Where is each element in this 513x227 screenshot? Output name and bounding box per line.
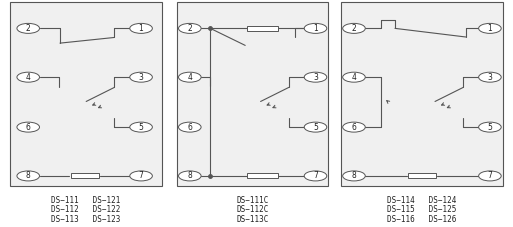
Text: 8: 8 (351, 171, 357, 180)
Circle shape (479, 23, 501, 33)
Text: 8: 8 (26, 171, 31, 180)
Text: 3: 3 (139, 73, 144, 82)
Text: 4: 4 (351, 73, 357, 82)
Text: 1: 1 (487, 24, 492, 33)
Bar (71, 173, 98, 178)
Text: 5: 5 (487, 123, 492, 132)
Circle shape (343, 23, 365, 33)
Circle shape (479, 122, 501, 132)
Text: DS−111C: DS−111C (236, 196, 269, 205)
Text: 5: 5 (313, 123, 318, 132)
Circle shape (479, 72, 501, 82)
Text: DS−115   DS−125: DS−115 DS−125 (387, 205, 457, 215)
Text: 1: 1 (313, 24, 318, 33)
Circle shape (304, 23, 327, 33)
Text: 7: 7 (487, 171, 492, 180)
Text: DS−112C: DS−112C (236, 205, 269, 215)
Text: DS−114   DS−124: DS−114 DS−124 (387, 196, 457, 205)
Bar (408, 173, 436, 178)
Text: 1: 1 (139, 24, 144, 33)
Circle shape (17, 23, 40, 33)
Circle shape (304, 122, 327, 132)
Circle shape (179, 171, 201, 181)
Text: DS−113C: DS−113C (236, 215, 269, 224)
Text: 7: 7 (139, 171, 144, 180)
Bar (177, 2, 328, 186)
Circle shape (304, 171, 327, 181)
Circle shape (130, 171, 152, 181)
Bar (247, 173, 278, 178)
Text: 6: 6 (26, 123, 31, 132)
Text: 3: 3 (487, 73, 492, 82)
Bar (10, 2, 162, 186)
Circle shape (130, 72, 152, 82)
Bar (341, 2, 503, 186)
Circle shape (304, 72, 327, 82)
Circle shape (130, 122, 152, 132)
Text: 6: 6 (351, 123, 357, 132)
Text: 6: 6 (187, 123, 192, 132)
Text: 2: 2 (26, 24, 31, 33)
Circle shape (17, 122, 40, 132)
Text: 2: 2 (187, 24, 192, 33)
Circle shape (479, 171, 501, 181)
Text: DS−112   DS−122: DS−112 DS−122 (51, 205, 121, 215)
Text: 8: 8 (187, 171, 192, 180)
Text: 4: 4 (187, 73, 192, 82)
Circle shape (130, 23, 152, 33)
Bar (247, 26, 278, 31)
Text: 7: 7 (313, 171, 318, 180)
Circle shape (343, 122, 365, 132)
Circle shape (343, 72, 365, 82)
Circle shape (179, 72, 201, 82)
Circle shape (343, 171, 365, 181)
Text: 4: 4 (26, 73, 31, 82)
Text: 5: 5 (139, 123, 144, 132)
Text: 3: 3 (313, 73, 318, 82)
Circle shape (17, 72, 40, 82)
Text: 2: 2 (351, 24, 357, 33)
Text: DS−113   DS−123: DS−113 DS−123 (51, 215, 121, 224)
Circle shape (179, 23, 201, 33)
Circle shape (179, 122, 201, 132)
Circle shape (17, 171, 40, 181)
Text: DS−111   DS−121: DS−111 DS−121 (51, 196, 121, 205)
Text: DS−116   DS−126: DS−116 DS−126 (387, 215, 457, 224)
